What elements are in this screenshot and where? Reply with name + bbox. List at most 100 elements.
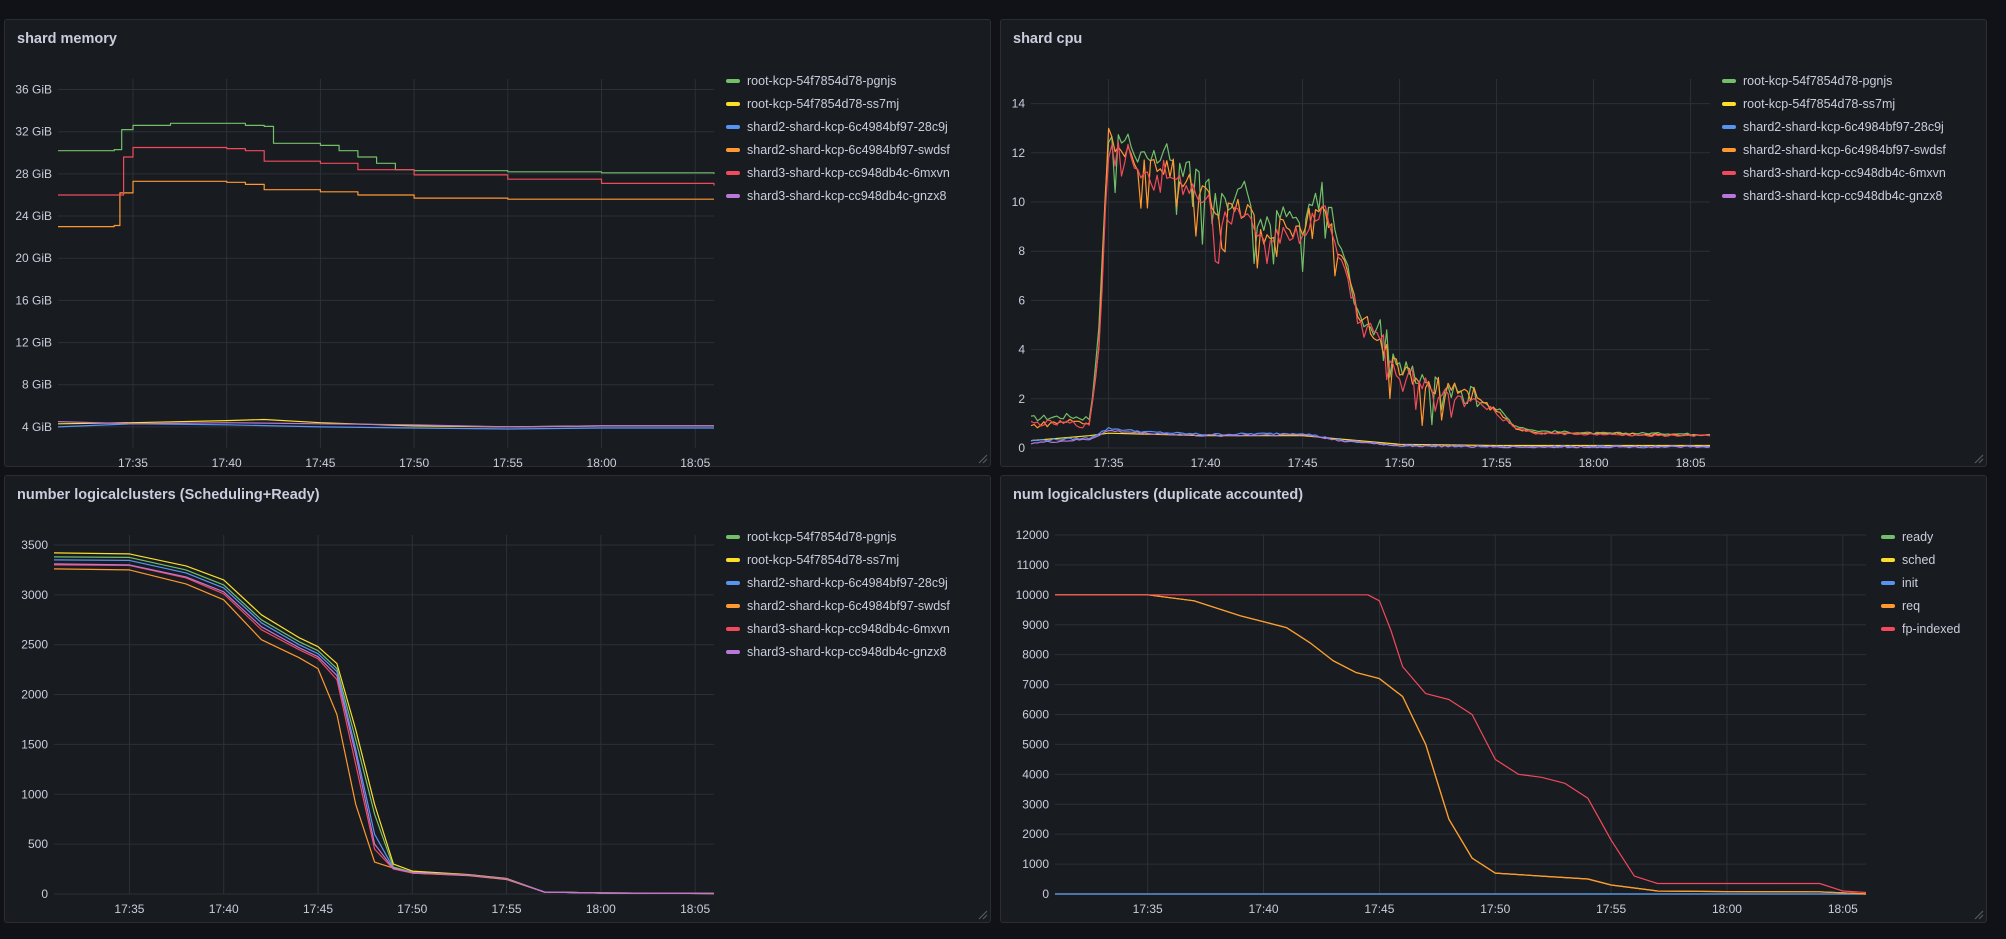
legend-item[interactable]: root-kcp-54f7854d78-pgnjs — [1722, 73, 1892, 89]
legend-label: shard2-shard-kcp-6c4984bf97-swdsf — [747, 143, 950, 157]
x-tick-label: 17:45 — [303, 902, 333, 916]
resize-corner-icon[interactable] — [978, 454, 988, 464]
y-tick-label: 5000 — [1022, 737, 1049, 751]
resize-corner-icon[interactable] — [1974, 454, 1984, 464]
y-tick-label: 4000 — [1022, 767, 1049, 781]
x-tick-label: 17:55 — [493, 456, 523, 470]
x-tick-label: 17:40 — [1191, 456, 1221, 470]
chart-logicalclusters-scheduling-ready: 0 500 1000 1500 2000 2500 3000 3500 17:35 17:40 17… — [21, 535, 715, 916]
legend-label: shard3-shard-kcp-cc948db4c-6mxvn — [1743, 166, 1946, 180]
legend-label: root-kcp-54f7854d78-ss7mj — [747, 553, 900, 567]
legend-label: req — [1902, 599, 1921, 613]
y-tick-label: 1500 — [21, 737, 48, 751]
legend-item[interactable]: sched — [1881, 552, 1935, 568]
series-line-shard3-shard-kcp-cc948db4c-6mxvn[interactable] — [58, 146, 715, 196]
legend-item[interactable]: shard2-shard-kcp-6c4984bf97-swdsf — [1722, 142, 1946, 158]
legend-item[interactable]: init — [1881, 575, 1918, 591]
legend-item[interactable]: root-kcp-54f7854d78-ss7mj — [1722, 96, 1895, 112]
legend-item[interactable]: shard2-shard-kcp-6c4984bf97-28c9j — [1722, 119, 1944, 135]
x-tick-label: 18:05 — [680, 902, 710, 916]
series-line-root-kcp-54f7854d78-pgnjs[interactable] — [58, 122, 715, 174]
panel-title[interactable]: num logicalclusters (duplicate accounted… — [1013, 487, 1304, 503]
x-tick-label: 18:00 — [1712, 902, 1742, 916]
y-tick-label: 0 — [1042, 887, 1049, 901]
y-tick-label: 11000 — [1017, 558, 1050, 572]
x-tick-label: 17:40 — [209, 902, 239, 916]
series-line-fp-indexed[interactable] — [1055, 594, 1867, 894]
x-tick-label: 17:40 — [1249, 902, 1279, 916]
legend-swatch — [1881, 557, 1895, 562]
series-line-root-kcp-54f7854d78-pgnjs[interactable] — [53, 556, 715, 895]
legend-label: root-kcp-54f7854d78-ss7mj — [747, 97, 900, 111]
legend-item[interactable]: shard2-shard-kcp-6c4984bf97-28c9j — [726, 575, 948, 591]
legend-swatch — [726, 580, 740, 585]
y-tick-label: 3000 — [21, 588, 48, 602]
x-tick-label: 17:35 — [1094, 456, 1124, 470]
legend-item[interactable]: fp-indexed — [1881, 621, 1960, 637]
x-tick-label: 17:35 — [118, 456, 148, 470]
x-tick-label: 17:50 — [397, 902, 427, 916]
legend-swatch — [1722, 101, 1736, 106]
legend-label: ready — [1902, 530, 1934, 544]
x-tick-label: 17:55 — [492, 902, 522, 916]
legend-item[interactable]: shard2-shard-kcp-6c4984bf97-swdsf — [726, 142, 950, 158]
series-line-shard3-shard-kcp-cc948db4c-gnzx8[interactable] — [57, 421, 714, 428]
legend-item[interactable]: root-kcp-54f7854d78-pgnjs — [726, 73, 896, 89]
series-line-shard3-shard-kcp-cc948db4c-gnzx8[interactable] — [53, 563, 715, 895]
x-tick-label: 17:55 — [1596, 902, 1626, 916]
legend-item[interactable]: root-kcp-54f7854d78-pgnjs — [726, 529, 896, 545]
y-tick-label: 12000 — [1016, 528, 1050, 542]
x-tick-label: 18:00 — [587, 456, 617, 470]
legend-label: shard2-shard-kcp-6c4984bf97-28c9j — [747, 120, 948, 134]
series-line-root-kcp-54f7854d78-pgnjs[interactable] — [1030, 133, 1711, 436]
legend-swatch — [1722, 124, 1736, 129]
series-line-shard2-shard-kcp-6c4984bf97-28c9j[interactable] — [53, 559, 715, 895]
legend-item[interactable]: shard3-shard-kcp-cc948db4c-6mxvn — [726, 621, 950, 637]
legend-item[interactable]: shard3-shard-kcp-cc948db4c-gnzx8 — [1722, 188, 1942, 204]
x-tick-label: 17:35 — [1133, 902, 1163, 916]
y-tick-label: 2 — [1018, 392, 1025, 406]
panel-title[interactable]: shard cpu — [1013, 31, 1083, 47]
panel-title[interactable]: shard memory — [17, 31, 117, 47]
series-line-shard2-shard-kcp-6c4984bf97-swdsf[interactable] — [1030, 127, 1711, 437]
x-tick-label: 17:50 — [1480, 902, 1510, 916]
legend-swatch — [1881, 603, 1895, 608]
x-tick-label: 17:45 — [1364, 902, 1394, 916]
resize-corner-icon[interactable] — [1974, 910, 1984, 920]
legend-swatch — [1722, 78, 1736, 83]
legend-item[interactable]: shard3-shard-kcp-cc948db4c-gnzx8 — [726, 644, 946, 660]
legend-item[interactable]: req — [1881, 598, 1920, 614]
series-line-shard3-shard-kcp-cc948db4c-gnzx8[interactable] — [1030, 430, 1711, 449]
legend-swatch — [726, 124, 740, 129]
x-tick-label: 18:05 — [680, 456, 710, 470]
x-tick-label: 17:40 — [212, 456, 242, 470]
legend-item[interactable]: root-kcp-54f7854d78-ss7mj — [726, 552, 899, 568]
legend-swatch — [1881, 626, 1895, 631]
series-line-shard2-shard-kcp-6c4984bf97-swdsf[interactable] — [58, 180, 714, 228]
legend-label: shard3-shard-kcp-cc948db4c-gnzx8 — [1743, 189, 1943, 203]
resize-corner-icon[interactable] — [978, 910, 988, 920]
series-line-req[interactable] — [1055, 594, 1867, 895]
panel-title[interactable]: number logicalclusters (Scheduling+Ready… — [17, 487, 320, 503]
panel-logicalclusters-scheduling-ready: number logicalclusters (Scheduling+Ready… — [4, 475, 991, 923]
legend-item[interactable]: shard2-shard-kcp-6c4984bf97-28c9j — [726, 119, 948, 135]
legend-item[interactable]: shard3-shard-kcp-cc948db4c-6mxvn — [726, 165, 950, 181]
legend-swatch — [1722, 193, 1736, 198]
series-line-shard3-shard-kcp-cc948db4c-6mxvn[interactable] — [1030, 141, 1711, 438]
legend-swatch — [726, 649, 740, 654]
y-tick-label: 4 — [1018, 343, 1025, 357]
panel-shard-cpu: shard cpu 0 2 4 6 8 10 12 14 17:35 17:40 17:45 17:5… — [1000, 19, 1987, 470]
y-tick-label: 12 — [1012, 146, 1026, 160]
y-tick-label: 12 GiB — [15, 336, 52, 350]
legend-item[interactable]: shard2-shard-kcp-6c4984bf97-swdsf — [726, 598, 950, 614]
series-line-shard2-shard-kcp-6c4984bf97-swdsf[interactable] — [53, 568, 715, 895]
legend-item[interactable]: shard3-shard-kcp-cc948db4c-gnzx8 — [726, 188, 946, 204]
legend-item[interactable]: shard3-shard-kcp-cc948db4c-6mxvn — [1722, 165, 1946, 181]
series-line-shard2-shard-kcp-6c4984bf97-28c9j[interactable] — [1030, 427, 1711, 449]
chart-shard-cpu: 0 2 4 6 8 10 12 14 17:35 17:40 17:45 17:50 17:55 18:0… — [1012, 79, 1711, 470]
legend-item[interactable]: ready — [1881, 529, 1933, 545]
legend-item[interactable]: root-kcp-54f7854d78-ss7mj — [726, 96, 899, 112]
legend-label: shard2-shard-kcp-6c4984bf97-28c9j — [747, 576, 948, 590]
x-tick-label: 18:00 — [1579, 456, 1609, 470]
x-tick-label: 17:55 — [1482, 456, 1512, 470]
